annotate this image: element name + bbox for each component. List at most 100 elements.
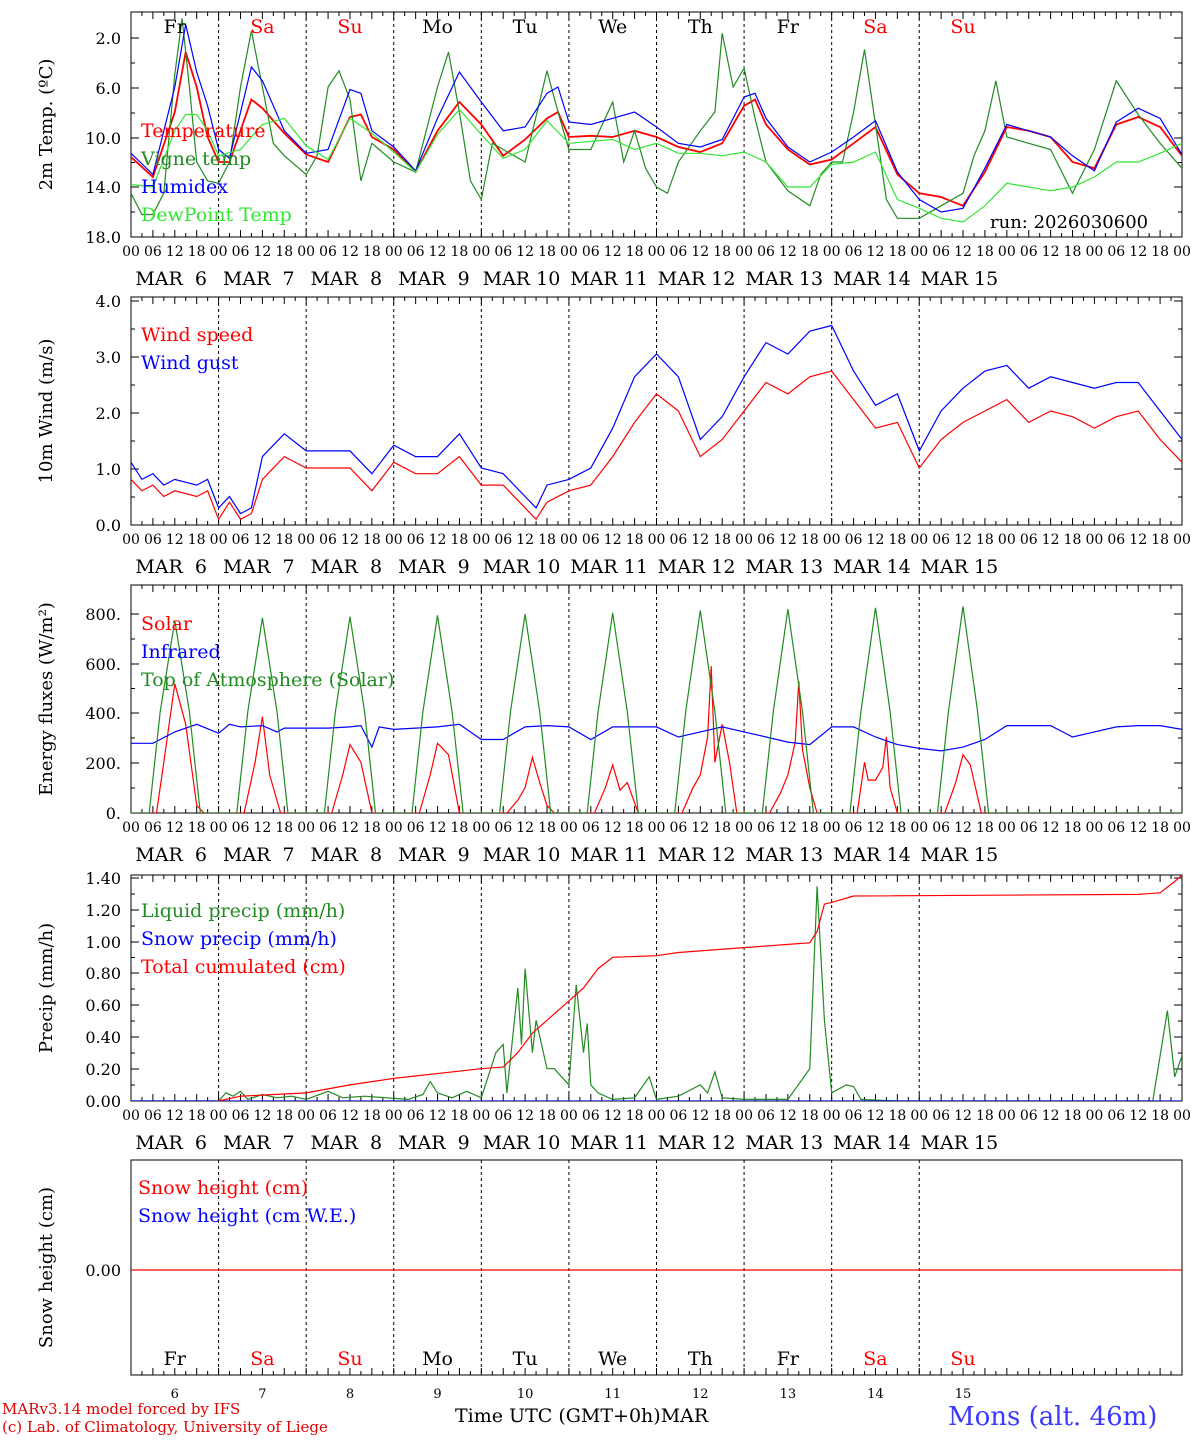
day-number-label: 10 (517, 1387, 534, 1400)
hour-tick-label: 12 (516, 1108, 534, 1124)
hour-tick-label: 06 (669, 532, 687, 548)
y-tick-label: 6.0 (96, 79, 121, 98)
panel-5: 0.00 Snow height (cm) Snow height (cm) Snow… (36, 1159, 1183, 1400)
date-label: MAR 11 (570, 268, 648, 290)
hour-tick-label: 06 (1020, 1108, 1038, 1124)
date-label: MAR 12 (658, 556, 736, 578)
hour-tick-label: 18 (451, 532, 469, 548)
legend-entry: Wind gust (141, 352, 239, 374)
day-label: We (598, 16, 627, 38)
hour-tick-label: 00 (910, 1108, 928, 1124)
hour-tick-label: 12 (341, 244, 359, 260)
hour-tick-label: 00 (910, 244, 928, 260)
hour-tick-label: 00 (210, 820, 228, 836)
date-label: MAR 14 (833, 1132, 911, 1154)
date-label: MAR 15 (921, 1132, 999, 1154)
hour-tick-label: 00 (210, 244, 228, 260)
y-tick-label: 0.80 (85, 964, 121, 983)
y-tick-label: 1.40 (85, 869, 121, 888)
hour-tick-label: 00 (735, 532, 753, 548)
hour-tick-label: 12 (691, 820, 709, 836)
hour-tick-label: 12 (166, 532, 184, 548)
hour-tick-label: 12 (1042, 820, 1060, 836)
hour-tick-label: 06 (232, 244, 250, 260)
hour-tick-label: 06 (319, 820, 337, 836)
panel-4: 0.00 0.20 0.40 0.60 0.80 1.00 1.20 1.40 Precip (… (36, 869, 1191, 1154)
y-tick-label: 400. (85, 704, 121, 723)
date-label: MAR 10 (483, 268, 561, 290)
hour-tick-label: 18 (976, 532, 994, 548)
date-label: MAR 14 (833, 556, 911, 578)
hour-tick-label: 06 (407, 820, 425, 836)
hour-tick-label: 12 (779, 1108, 797, 1124)
hour-tick-label: 18 (363, 1108, 381, 1124)
hour-tick-label: 18 (363, 532, 381, 548)
hour-tick-label: 18 (188, 820, 206, 836)
hour-tick-label: 06 (494, 532, 512, 548)
y-axis-label: 10m Wind (m/s) (36, 339, 57, 484)
hour-tick-label: 12 (253, 820, 271, 836)
date-label: MAR 8 (310, 844, 382, 866)
date-label: MAR 6 (135, 844, 207, 866)
hour-tick-label: 06 (1107, 244, 1125, 260)
hour-tick-label: 00 (648, 244, 666, 260)
day-label: Sa (863, 1348, 887, 1370)
day-number-label: 9 (433, 1387, 441, 1400)
hour-tick-label: 18 (713, 820, 731, 836)
date-label: MAR 12 (658, 844, 736, 866)
hour-tick-label: 18 (801, 532, 819, 548)
hour-tick-label: 12 (691, 244, 709, 260)
hour-tick-label: 18 (1064, 244, 1082, 260)
hour-tick-label: 18 (363, 820, 381, 836)
date-label: MAR 13 (745, 1132, 823, 1154)
hour-tick-label: 00 (560, 244, 578, 260)
series-line-liquid-precip-mm-h- (131, 886, 1182, 1101)
hour-tick-label: 06 (932, 532, 950, 548)
hour-tick-label: 12 (604, 244, 622, 260)
hour-tick-label: 00 (998, 532, 1016, 548)
date-label: MAR 7 (223, 1132, 295, 1154)
hour-tick-label: 12 (867, 820, 885, 836)
day-label: Fr (777, 1348, 800, 1370)
hour-tick-label: 00 (297, 244, 315, 260)
model-credit: MARv3.14 model forced by IFS (c) Lab. of… (2, 1400, 328, 1436)
hour-tick-label: 00 (1173, 532, 1191, 548)
hour-tick-label: 00 (122, 820, 140, 836)
hour-tick-label: 00 (385, 1108, 403, 1124)
day-label: Mo (422, 16, 453, 38)
y-tick-label: 800. (85, 605, 121, 624)
hour-tick-label: 06 (932, 244, 950, 260)
day-number-label: 12 (692, 1387, 709, 1400)
hour-tick-label: 00 (735, 820, 753, 836)
hour-tick-label: 18 (188, 1108, 206, 1124)
hour-tick-label: 12 (867, 244, 885, 260)
hour-tick-label: 12 (691, 1108, 709, 1124)
hour-tick-label: 18 (538, 244, 556, 260)
hour-tick-label: 00 (648, 1108, 666, 1124)
date-label: MAR 13 (745, 556, 823, 578)
hour-tick-label: 00 (1086, 244, 1104, 260)
hour-tick-label: 00 (297, 1108, 315, 1124)
y-tick-label: 1.0 (96, 460, 121, 479)
y-tick-label: 10.0 (85, 129, 121, 148)
hour-tick-label: 00 (297, 532, 315, 548)
hour-tick-label: 12 (516, 532, 534, 548)
hour-tick-label: 12 (779, 244, 797, 260)
hour-tick-label: 06 (494, 244, 512, 260)
hour-tick-label: 12 (429, 244, 447, 260)
hour-tick-label: 18 (1151, 244, 1169, 260)
panel-2: 0.0 1.0 2.0 3.0 4.0 10m Wind (m/s) Wind speed W… (36, 292, 1191, 578)
day-number-label: 13 (780, 1387, 797, 1400)
y-tick-label: 18.0 (85, 228, 121, 247)
hour-tick-label: 00 (1173, 820, 1191, 836)
date-label: MAR 9 (398, 268, 470, 290)
hour-tick-label: 12 (429, 532, 447, 548)
legend-entry: Top of Atmosphere (Solar) (141, 669, 394, 691)
series-line-wind-speed (131, 370, 1182, 521)
date-label: MAR 11 (570, 1132, 648, 1154)
day-label: Tu (513, 1348, 538, 1370)
date-label: MAR 15 (921, 268, 999, 290)
hour-tick-label: 18 (976, 1108, 994, 1124)
series-line-total-cumulated-cm- (218, 875, 1182, 1101)
hour-tick-label: 00 (472, 1108, 490, 1124)
